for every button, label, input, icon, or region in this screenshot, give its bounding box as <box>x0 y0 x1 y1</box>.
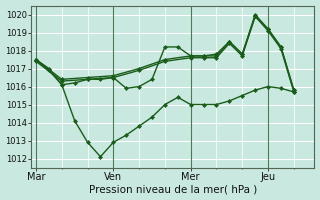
X-axis label: Pression niveau de la mer( hPa ): Pression niveau de la mer( hPa ) <box>89 184 257 194</box>
